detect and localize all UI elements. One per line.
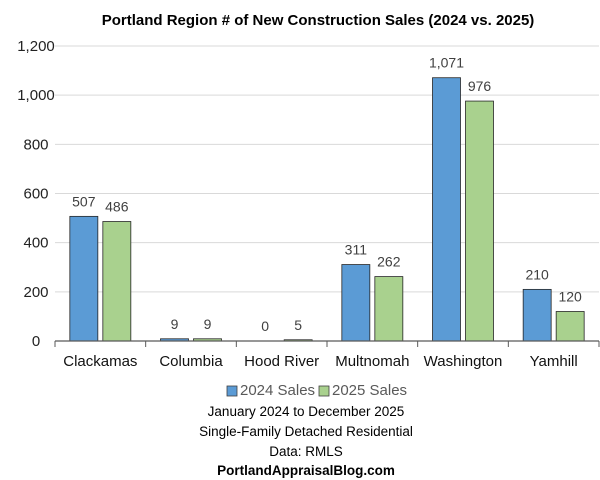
x-tick-label: Yamhill xyxy=(530,353,578,370)
bar-2025-sales xyxy=(102,221,132,342)
legend-label-2025: 2025 Sales xyxy=(332,382,407,399)
y-tick-label: 800 xyxy=(23,136,48,153)
data-label: 976 xyxy=(468,78,492,94)
x-tick-label: Hood River xyxy=(244,353,319,370)
y-tick-label: 200 xyxy=(23,284,48,301)
y-tick-label: 1,200 xyxy=(17,38,55,55)
bar-2024-sales xyxy=(69,215,99,342)
data-label: 1,071 xyxy=(429,55,464,71)
chart-title: Portland Region # of New Construction Sa… xyxy=(102,12,535,29)
data-label: 9 xyxy=(204,316,212,332)
note-date-range: January 2024 to December 2025 xyxy=(208,404,405,419)
data-label: 486 xyxy=(105,199,129,215)
x-tick-label: Multnomah xyxy=(335,353,409,370)
x-tick-label: Clackamas xyxy=(63,353,137,370)
data-label: 120 xyxy=(558,289,582,305)
data-label: 210 xyxy=(525,266,549,282)
bar-2025-sales xyxy=(555,311,585,342)
data-label: 9 xyxy=(171,316,179,332)
bar-2024-sales xyxy=(522,288,552,342)
x-tick-label: Columbia xyxy=(159,353,223,370)
data-label: 507 xyxy=(72,193,96,209)
y-tick-label: 400 xyxy=(23,235,48,252)
data-label: 311 xyxy=(345,242,368,258)
y-tick-label: 0 xyxy=(32,333,40,350)
legend: 2024 Sales 2025 Sales xyxy=(226,382,407,399)
bar-2024-sales xyxy=(432,77,461,342)
bar-2025-sales xyxy=(465,100,494,342)
data-label: 262 xyxy=(377,254,401,270)
x-tick-label: Washington xyxy=(424,353,503,370)
data-label: 5 xyxy=(294,317,302,333)
legend-swatch-2024 xyxy=(226,385,238,397)
y-tick-label: 1,000 xyxy=(17,87,55,104)
y-tick-label: 600 xyxy=(23,186,48,203)
legend-swatch-2025 xyxy=(318,385,330,397)
note-data-source: Data: RMLS xyxy=(269,444,343,459)
note-property-type: Single-Family Detached Residential xyxy=(199,424,413,439)
bar-2024-sales xyxy=(341,264,371,342)
legend-label-2024: 2024 Sales xyxy=(240,382,315,399)
data-label: 0 xyxy=(261,318,269,334)
source-website: PortlandAppraisalBlog.com xyxy=(217,463,395,478)
bar-2025-sales xyxy=(374,276,404,342)
